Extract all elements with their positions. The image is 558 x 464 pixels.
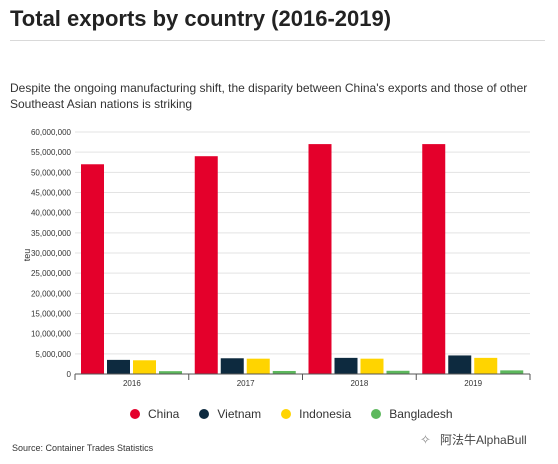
legend-label: Indonesia: [299, 407, 352, 421]
x-tick-label: 2016: [123, 379, 141, 388]
y-tick-label: 15,000,000: [31, 310, 72, 319]
chart-subtitle: Despite the ongoing manufacturing shift,…: [10, 81, 528, 111]
y-tick-label: 20,000,000: [31, 289, 72, 298]
bar-vietnam-2018: [334, 357, 358, 374]
bar-vietnam-2019: [448, 355, 472, 374]
legend-label: Vietnam: [217, 407, 262, 421]
y-tick-label: 25,000,000: [31, 269, 72, 278]
legend-label: Bangladesh: [389, 407, 453, 421]
legend-swatch: [130, 409, 140, 419]
bar-indonesia-2017: [246, 358, 270, 374]
y-axis-label: teu: [22, 249, 32, 262]
y-tick-label: 40,000,000: [31, 209, 72, 218]
y-tick-label: 55,000,000: [31, 148, 72, 157]
bar-vietnam-2016: [107, 359, 130, 374]
bar-china-2017: [194, 156, 218, 374]
chart-title: Total exports by country (2016-2019): [10, 6, 392, 31]
bar-bangladesh-2017: [272, 370, 296, 374]
legend-item-china: China: [130, 407, 179, 421]
legend-label: China: [148, 407, 180, 421]
legend-swatch: [281, 409, 292, 419]
bar-vietnam-2017: [220, 358, 244, 374]
bar-china-2019: [422, 144, 446, 374]
bar-bangladesh-2016: [159, 371, 182, 374]
y-tick-label: 0: [67, 370, 72, 379]
grid-lines: [75, 131, 530, 375]
y-tick-label: 45,000,000: [31, 189, 72, 198]
legend-swatch: [371, 409, 382, 419]
bar-indonesia-2019: [474, 357, 498, 374]
bar-indonesia-2018: [360, 358, 384, 374]
y-tick-label: 30,000,000: [31, 249, 72, 258]
x-axis: 2016 2017 2018 2019: [74, 373, 531, 388]
x-tick-label: 2017: [237, 379, 255, 388]
bar-bangladesh-2018: [386, 370, 410, 374]
bars: [81, 144, 524, 374]
bar-indonesia-2016: [133, 360, 156, 374]
y-tick-label: 35,000,000: [31, 229, 72, 238]
y-tick-label: 5,000,000: [35, 350, 71, 359]
y-tick-label: 50,000,000: [31, 168, 72, 177]
y-tick-label: 60,000,000: [31, 128, 72, 137]
y-axis-ticks: 0 5,000,000 10,000,000 15,000,000 20,000,000…: [31, 128, 72, 379]
bar-bangladesh-2019: [500, 370, 524, 374]
legend: China Vietnam Indonesia Bangladesh: [130, 404, 473, 424]
legend-item-vietnam: Vietnam: [199, 407, 261, 421]
bar-chart: 0 5,000,000 10,000,000 15,000,000 20,000,000…: [22, 128, 531, 388]
bar-china-2016: [81, 164, 104, 374]
title-divider: [10, 40, 545, 41]
x-tick-label: 2019: [464, 379, 482, 388]
watermark: ✧ 阿法牛AlphaBull: [420, 431, 527, 448]
y-tick-label: 10,000,000: [31, 330, 72, 339]
watermark-icon: ✧: [420, 431, 431, 447]
legend-item-bangladesh: Bangladesh: [371, 407, 453, 421]
watermark-text: 阿法牛AlphaBull: [440, 433, 527, 447]
legend-item-indonesia: Indonesia: [281, 407, 351, 421]
bar-china-2018: [308, 144, 332, 374]
source-note: Source: Container Trades Statistics: [12, 443, 154, 453]
legend-swatch: [199, 409, 210, 419]
x-tick-label: 2018: [350, 379, 368, 388]
